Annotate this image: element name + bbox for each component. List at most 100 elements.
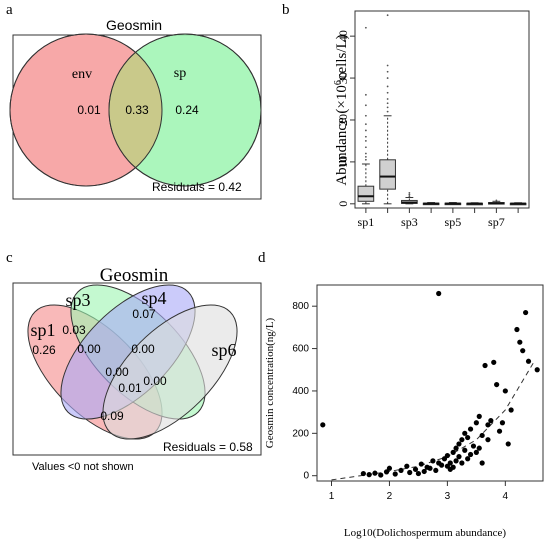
scatter-point-14 bbox=[421, 468, 427, 475]
scatter-point-44 bbox=[476, 413, 482, 419]
scatter-point-7 bbox=[392, 471, 398, 477]
venn-value-sp1-only: 0.26 bbox=[32, 343, 56, 357]
box-outlier-5 bbox=[386, 85, 389, 88]
box-outlier-1 bbox=[408, 193, 411, 196]
scatter-point-47 bbox=[479, 460, 485, 466]
box-sp5 bbox=[444, 202, 462, 206]
scatter-point-40 bbox=[467, 426, 474, 432]
venn-label-sp4: sp4 bbox=[141, 288, 166, 308]
scatter-y-label: Geosmin concentration(ng/L) bbox=[264, 317, 276, 448]
box-outlier-4 bbox=[386, 91, 389, 94]
panel-d-scatter: 0 200 400 600 800 1 2 3 4 Geosmin concentration… bbox=[264, 284, 544, 539]
scatter-point-13 bbox=[418, 461, 424, 467]
scatter-x-tick-label-3: 4 bbox=[503, 491, 509, 502]
scatter-point-56 bbox=[502, 388, 508, 394]
scatter-point-24 bbox=[444, 452, 450, 459]
venn-value-sp1-sp3-sp4: 0.00 bbox=[77, 342, 101, 356]
box-outlier-0 bbox=[408, 195, 411, 198]
panel-c-letter: c bbox=[6, 250, 13, 266]
boxplot-frame bbox=[354, 10, 530, 209]
scatter-point-2 bbox=[366, 472, 372, 478]
scatter-y-tick-label-0: 0 bbox=[303, 471, 309, 482]
scatter-point-38 bbox=[465, 456, 471, 462]
panel-c-note: Values <0 not shown bbox=[32, 461, 134, 473]
box-sp6 bbox=[466, 202, 483, 206]
box-outlier-0 bbox=[495, 199, 498, 202]
scatter-point-60 bbox=[517, 339, 523, 345]
scatter-x-tick-label-0: 1 bbox=[329, 491, 335, 502]
scatter-point-55 bbox=[499, 420, 506, 426]
scatter-y-tick-label-2: 400 bbox=[292, 386, 309, 397]
scatter-point-59 bbox=[514, 326, 520, 333]
box-outlier-2 bbox=[408, 192, 411, 194]
venn-value-sp3-sp4-sp6: 0.00 bbox=[131, 342, 155, 356]
scatter-point-20 bbox=[436, 290, 442, 297]
scatter-point-61 bbox=[520, 348, 526, 354]
box-outlier-7 bbox=[386, 70, 389, 73]
scatter-point-35 bbox=[462, 430, 468, 436]
box-sp8 bbox=[509, 202, 527, 206]
scatter-x-tick-label-1: 2 bbox=[387, 491, 393, 502]
scatter-point-32 bbox=[456, 454, 462, 460]
scatter-point-1 bbox=[360, 470, 366, 477]
boxplot-marks bbox=[357, 14, 527, 206]
panel-c-frame bbox=[12, 282, 262, 456]
venn-value-env-only: 0.01 bbox=[77, 103, 101, 117]
scatter-point-31 bbox=[456, 441, 462, 447]
scatter-point-16 bbox=[427, 465, 433, 471]
box-outlier-6 bbox=[364, 129, 367, 132]
boxplot-x-tick-label-sp1: sp1 bbox=[358, 215, 375, 229]
scatter-point-54 bbox=[496, 428, 503, 434]
panel-b-letter: b bbox=[282, 2, 290, 18]
boxplot-y-label: Abundance (×106cells/L) bbox=[333, 34, 351, 185]
venn-value-sp1-sp6: 0.09 bbox=[100, 409, 124, 423]
box-outlier-1 bbox=[364, 155, 367, 158]
panel-a-title: Geosmin bbox=[106, 17, 162, 33]
box-outlier-0 bbox=[386, 110, 389, 113]
box-outlier-6 bbox=[386, 77, 389, 79]
box-sp1 bbox=[357, 26, 375, 205]
box-sp7 bbox=[488, 199, 505, 205]
scatter-point-48 bbox=[482, 362, 488, 369]
boxplot-x-tick-label-sp7: sp7 bbox=[488, 215, 505, 229]
scatter-point-43 bbox=[473, 449, 479, 455]
scatter-frame bbox=[316, 284, 544, 482]
box-body bbox=[357, 185, 375, 202]
box-outlier-7 bbox=[364, 123, 367, 126]
boxplot-x-axis: sp1 sp3 sp5 sp7 bbox=[358, 208, 519, 229]
scatter-point-49 bbox=[485, 422, 491, 428]
box-outlier-8 bbox=[386, 64, 389, 67]
scatter-point-63 bbox=[525, 358, 532, 364]
venn-value-sp1-sp3: 0.03 bbox=[62, 323, 86, 337]
scatter-point-5 bbox=[383, 469, 390, 475]
scatter-x-label: Log10(Dolichospermum abundance) bbox=[344, 527, 507, 539]
venn-value-overlap: 0.33 bbox=[125, 103, 149, 117]
scatter-point-37 bbox=[465, 434, 471, 441]
scatter-point-27 bbox=[450, 449, 456, 455]
box-outlier-2 bbox=[386, 102, 389, 105]
scatter-point-28 bbox=[450, 464, 456, 470]
scatter-point-34 bbox=[459, 460, 465, 466]
scatter-point-10 bbox=[407, 469, 413, 476]
box-outlier-2 bbox=[364, 152, 367, 155]
scatter-point-39 bbox=[467, 451, 474, 458]
box-outlier-5 bbox=[364, 135, 367, 138]
scatter-point-53 bbox=[494, 381, 500, 388]
scatter-point-25 bbox=[447, 460, 453, 466]
panel-c-title: Geosmin bbox=[100, 265, 169, 286]
venn-label-env: env bbox=[72, 67, 92, 82]
scatter-point-50 bbox=[485, 437, 491, 443]
box-outlier-11 bbox=[364, 26, 367, 29]
box-sp3 bbox=[401, 192, 418, 205]
panel-d-letter: d bbox=[258, 250, 266, 266]
venn-overlap-env-sp bbox=[109, 52, 162, 168]
scatter-points bbox=[320, 290, 540, 478]
venn-label-sp1: sp1 bbox=[30, 320, 55, 340]
panel-a-letter: a bbox=[6, 2, 13, 18]
scatter-point-46 bbox=[479, 432, 485, 439]
venn-set-sp6 bbox=[102, 304, 238, 440]
scatter-y-axis: 0 200 400 600 800 bbox=[292, 301, 317, 482]
scatter-point-45 bbox=[476, 445, 482, 451]
box-outlier-3 bbox=[364, 146, 367, 149]
